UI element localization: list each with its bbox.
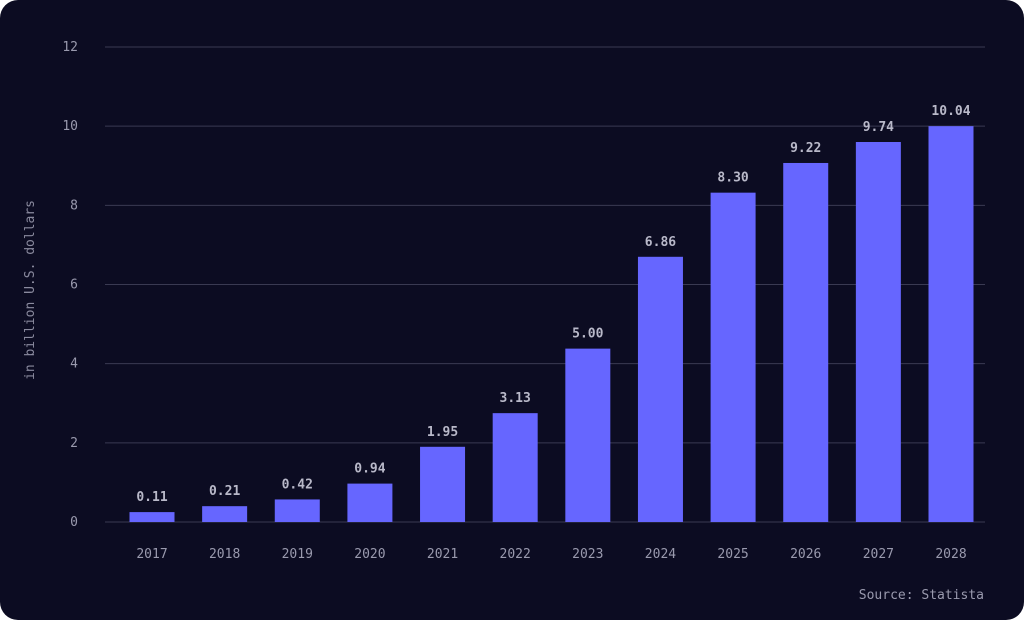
x-tick-label-2022: 2022 <box>500 547 531 562</box>
value-label-2017: 0.11 <box>136 490 167 505</box>
value-label-2023: 5.00 <box>572 327 603 342</box>
bar-2026 <box>783 162 829 522</box>
y-tick-label: 6 <box>70 278 78 293</box>
bar-2019 <box>274 499 320 522</box>
y-tick-label: 4 <box>70 357 78 372</box>
value-label-2022: 3.13 <box>500 391 531 406</box>
y-tick-label: 2 <box>70 436 78 451</box>
value-label-2021: 1.95 <box>427 425 458 440</box>
x-tick-label-2026: 2026 <box>790 547 821 562</box>
bar-2028 <box>928 126 974 523</box>
x-tick-label-2023: 2023 <box>572 547 603 562</box>
y-axis-ticks: 0 2 4 6 8 10 12 <box>62 40 78 530</box>
value-label-2027: 9.74 <box>863 120 894 135</box>
value-label-2026: 9.22 <box>790 141 821 156</box>
x-tick-label-2021: 2021 <box>427 547 458 562</box>
y-tick-label: 12 <box>62 40 78 55</box>
bar-2017 <box>129 512 175 522</box>
bar-2021 <box>420 446 466 522</box>
x-tick-label-2020: 2020 <box>354 547 385 562</box>
x-tick-label-2027: 2027 <box>863 547 894 562</box>
y-tick-label: 8 <box>70 198 78 213</box>
bar-2027 <box>855 142 901 522</box>
bar-2022 <box>492 413 538 522</box>
bar-2018 <box>202 506 248 522</box>
value-label-2028: 10.04 <box>931 104 970 119</box>
x-tick-label-2028: 2028 <box>935 547 966 562</box>
x-tick-label-2025: 2025 <box>717 547 748 562</box>
y-tick-label: 10 <box>62 119 78 134</box>
bar-2024 <box>637 256 683 522</box>
bar-2023 <box>565 348 611 522</box>
bars <box>129 126 974 523</box>
y-axis-title: in billion U.S. dollars <box>23 200 38 380</box>
value-label-2020: 0.94 <box>354 462 385 477</box>
value-label-2025: 8.30 <box>717 171 748 186</box>
x-tick-label-2017: 2017 <box>136 547 167 562</box>
value-label-2018: 0.21 <box>209 484 240 499</box>
x-tick-label-2019: 2019 <box>282 547 313 562</box>
value-labels: 0.11 0.21 0.42 0.94 1.95 3.13 5.00 6.86 8.30 9.22… <box>136 104 970 505</box>
x-axis-ticks: 2017 2018 2019 2020 2021 2022 2023 2024 2025 2026… <box>136 547 966 562</box>
value-label-2024: 6.86 <box>645 235 676 250</box>
x-tick-label-2024: 2024 <box>645 547 676 562</box>
value-label-2019: 0.42 <box>282 477 313 492</box>
grid-lines <box>105 46 985 523</box>
bar-2020 <box>347 483 393 522</box>
x-tick-label-2018: 2018 <box>209 547 240 562</box>
bar-2025 <box>710 192 756 522</box>
source-note: Source: Statista <box>858 588 984 603</box>
y-tick-label: 0 <box>70 515 78 530</box>
